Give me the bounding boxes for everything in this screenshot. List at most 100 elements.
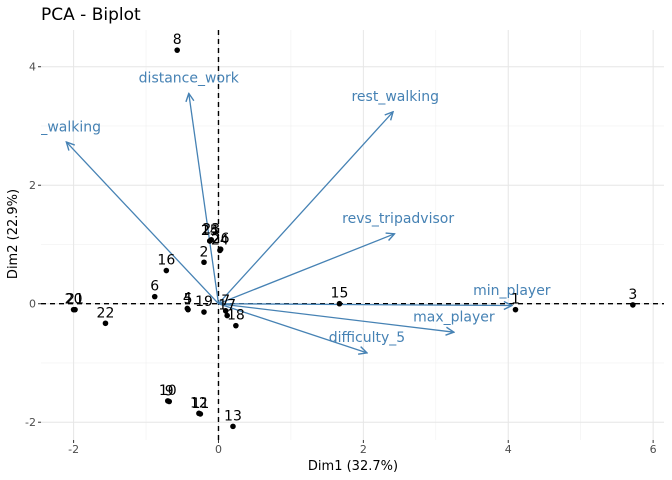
variable-arrow-steps-walking: os_walking <box>24 119 219 305</box>
y-tick-label: 4 <box>29 61 36 74</box>
point-marker <box>224 312 230 319</box>
point-label: 4 <box>183 290 192 306</box>
point-label: 13 <box>224 408 242 424</box>
point-marker <box>336 300 343 307</box>
variable-label: max_player <box>413 310 495 326</box>
arrow-line <box>218 303 453 332</box>
individual-points: 1234567891011121314151617181920212223242… <box>65 32 637 430</box>
individual-10: 10 <box>159 383 177 404</box>
point-marker <box>185 306 191 313</box>
individual-5: 5 <box>184 292 193 313</box>
point-label: 21 <box>66 292 84 308</box>
point-label: 6 <box>150 279 159 295</box>
point-label: 23 <box>202 222 220 238</box>
individual-21: 21 <box>66 292 84 313</box>
variable-label: distance_work <box>139 71 240 87</box>
point-marker <box>512 306 519 313</box>
point-marker <box>217 246 224 253</box>
point-label: 8 <box>173 32 182 48</box>
point-label: 22 <box>97 305 115 321</box>
point-label: 9 <box>165 383 174 399</box>
point-marker <box>163 267 170 274</box>
point-marker <box>201 259 207 266</box>
variable-arrow-min-player: min_player <box>218 283 551 306</box>
point-marker <box>151 293 158 300</box>
point-marker <box>230 423 236 430</box>
point-marker <box>222 308 229 314</box>
x-tick-label: 0 <box>215 443 222 456</box>
variable-arrow-difficulty-5: difficulty_5 <box>218 303 405 353</box>
variable-arrows: os_walking distance_work rest_walking revs_… <box>24 71 551 353</box>
point-label: 19 <box>195 294 213 310</box>
point-label: 12 <box>190 395 208 411</box>
point-label: 10 <box>159 383 177 399</box>
individual-19: 19 <box>195 294 213 315</box>
point-marker <box>174 47 180 53</box>
variable-label: os_walking <box>24 119 101 135</box>
arrow-line <box>218 303 367 353</box>
point-label: 18 <box>227 308 245 324</box>
variable-arrow-max-player: max_player <box>218 303 495 332</box>
point-label: 16 <box>157 253 175 269</box>
individual-8: 8 <box>173 32 182 53</box>
individual-16: 16 <box>157 253 175 274</box>
arrow-line <box>218 112 393 305</box>
chart-title: PCA - Biplot <box>41 5 141 25</box>
x-tick-label: -2 <box>68 443 79 456</box>
variable-arrow-revs-tripadvisor: revs_tripadvisor <box>218 211 454 305</box>
y-axis-title: Dim2 (22.9%) <box>6 189 21 279</box>
point-label: 20 <box>65 292 83 308</box>
point-marker <box>630 302 636 308</box>
individual-25: 25 <box>201 223 219 244</box>
point-marker <box>102 320 109 327</box>
individual-7: 7 <box>221 293 230 314</box>
reference-lines <box>41 30 664 440</box>
individual-1: 1 <box>511 292 520 313</box>
individual-6: 6 <box>150 279 159 300</box>
grid <box>41 30 664 440</box>
variable-label: rest_walking <box>351 89 439 105</box>
y-tick-label: 0 <box>29 298 36 311</box>
y-tick-label: 2 <box>29 179 36 192</box>
arrow-line <box>66 142 219 305</box>
point-marker <box>233 322 239 329</box>
point-label: 24 <box>211 232 229 248</box>
point-label: 3 <box>628 287 637 303</box>
point-label: 15 <box>331 286 349 302</box>
variable-label: revs_tripadvisor <box>342 211 454 227</box>
individual-13: 13 <box>224 408 242 430</box>
arrow-line <box>218 234 394 305</box>
x-tick-label: 4 <box>505 443 512 456</box>
point-label: 2 <box>200 244 209 260</box>
individual-22: 22 <box>97 305 115 327</box>
individual-12: 12 <box>190 395 208 417</box>
point-marker <box>72 306 78 313</box>
point-label: 25 <box>201 223 219 239</box>
point-label: 14 <box>201 223 219 239</box>
point-label: 5 <box>184 292 193 308</box>
point-label: 1 <box>511 292 520 308</box>
individual-17: 17 <box>218 298 236 319</box>
x-tick-label: 6 <box>650 443 657 456</box>
y-tick-label: -2 <box>25 416 36 429</box>
x-axis-title: Dim1 (32.7%) <box>308 459 398 474</box>
individual-3: 3 <box>628 287 637 308</box>
point-marker <box>201 309 207 315</box>
variable-arrow-distance-work: distance_work <box>139 71 240 304</box>
arrow-line <box>189 93 220 304</box>
x-tick-label: 2 <box>360 443 367 456</box>
point-marker <box>206 238 213 244</box>
variable-label: difficulty_5 <box>329 330 405 346</box>
point-label: 26 <box>212 231 230 247</box>
individual-15: 15 <box>331 286 349 307</box>
individual-18: 18 <box>227 308 245 329</box>
arrow-line <box>218 304 511 306</box>
point-label: 11 <box>191 396 209 412</box>
point-marker <box>164 398 171 404</box>
variable-label: min_player <box>473 283 551 299</box>
point-label: 7 <box>221 293 230 309</box>
individual-26: 26 <box>212 231 230 253</box>
variable-arrow-rest-walking: rest_walking <box>218 89 439 305</box>
